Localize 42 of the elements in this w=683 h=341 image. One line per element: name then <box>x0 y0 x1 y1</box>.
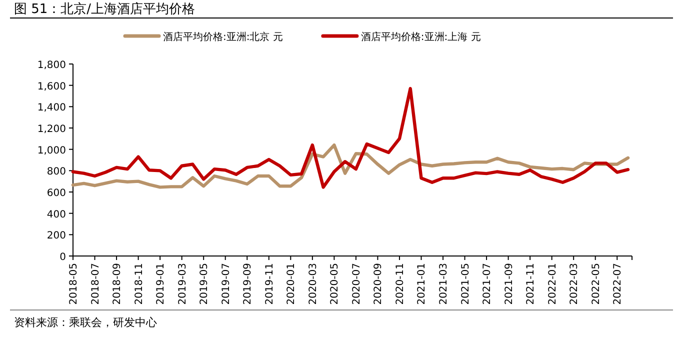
x-tick-label: 2019-11 <box>264 263 276 305</box>
y-tick-label: 1,000 <box>37 145 66 156</box>
x-tick-label: 2019-05 <box>199 263 210 305</box>
x-tick-label: 2021-11 <box>526 263 537 305</box>
line-series <box>71 86 630 189</box>
x-tick-label: 2018-11 <box>134 263 145 305</box>
x-tick-label: 2022-07 <box>612 263 624 305</box>
chart-title: 图 51：北京/上海酒店平均价格 <box>14 1 196 17</box>
y-tick-label: 1,200 <box>37 124 66 135</box>
x-tick-label: 2021-09 <box>504 263 515 305</box>
x-tick-label: 2019-09 <box>242 263 254 305</box>
y-tick-label: 200 <box>46 230 66 242</box>
x-tick-label: 2022-03 <box>569 263 580 305</box>
x-tick-label: 2020-09 <box>373 263 384 305</box>
x-tick-label: 2021-07 <box>482 263 494 305</box>
x-tick-label: 2020-11 <box>394 263 406 305</box>
x-tick-label: 2018-05 <box>68 263 80 305</box>
text: 资料来源：乘联会，研发中心 <box>14 316 157 329</box>
x-tick-label: 2020-03 <box>308 263 319 305</box>
x-tick-label: 2021-01 <box>416 263 428 305</box>
x-tick-label: 2022-05 <box>590 263 602 305</box>
x-tick-label: 2019-07 <box>220 263 232 305</box>
x-tick-label: 2022-01 <box>547 263 558 305</box>
y-tick-label: 1,800 <box>37 60 66 71</box>
x-tick-label: 2018-09 <box>112 263 124 305</box>
y-tick-label: 800 <box>46 166 66 178</box>
x-tick-label: 2019-03 <box>177 263 188 305</box>
y-tick-label: 400 <box>46 209 66 220</box>
x-tick-label: 2020-07 <box>351 263 362 305</box>
x-tick-label: 2021-05 <box>460 263 472 305</box>
x-tick-label: 2021-03 <box>438 263 450 305</box>
x-tick-label: 2019-01 <box>156 263 167 305</box>
x-tick-label: 2020-05 <box>330 263 341 305</box>
x-tick-label: 2020-01 <box>286 263 298 305</box>
y-tick-label: 1,400 <box>37 102 66 114</box>
legend-label: 酒店平均价格:亚洲:上海 元 <box>360 31 481 43</box>
x-tick-label: 2018-07 <box>90 263 102 305</box>
line-series <box>71 143 630 189</box>
y-tick-label: 600 <box>46 188 66 199</box>
legend-label: 酒店平均价格:亚洲:北京 元 <box>163 31 283 43</box>
y-tick-label: 1,600 <box>37 81 66 92</box>
y-tick-label: 0 <box>60 252 66 263</box>
